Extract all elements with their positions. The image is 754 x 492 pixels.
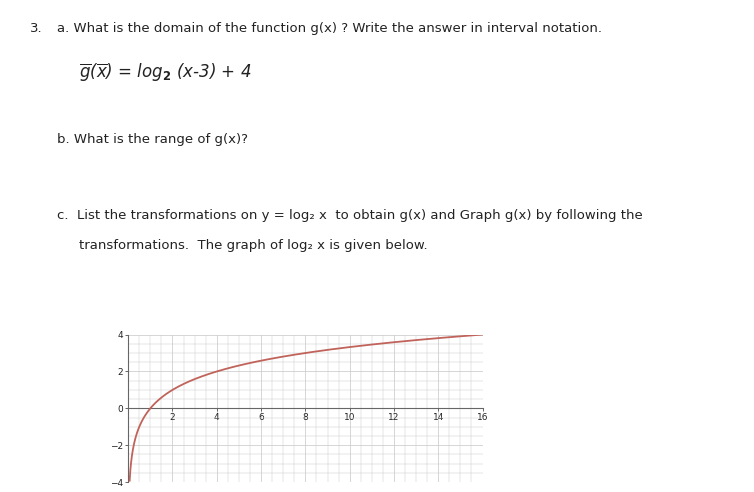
Text: a. What is the domain of the function g(x) ? Write the answer in interval notati: a. What is the domain of the function g(…: [57, 22, 602, 35]
Text: transformations.  The graph of log₂ x is given below.: transformations. The graph of log₂ x is …: [79, 239, 428, 251]
Text: $\overline{g}$($\overline{x}$) = log$_{\mathbf{2}}$ (x-3) + 4: $\overline{g}$($\overline{x}$) = log$_{\…: [79, 62, 252, 84]
Text: b. What is the range of g(x)?: b. What is the range of g(x)?: [57, 133, 247, 146]
Text: c.  List the transformations on y = log₂ x  to obtain g(x) and Graph g(x) by fol: c. List the transformations on y = log₂ …: [57, 209, 642, 222]
Text: 3.: 3.: [30, 22, 43, 35]
